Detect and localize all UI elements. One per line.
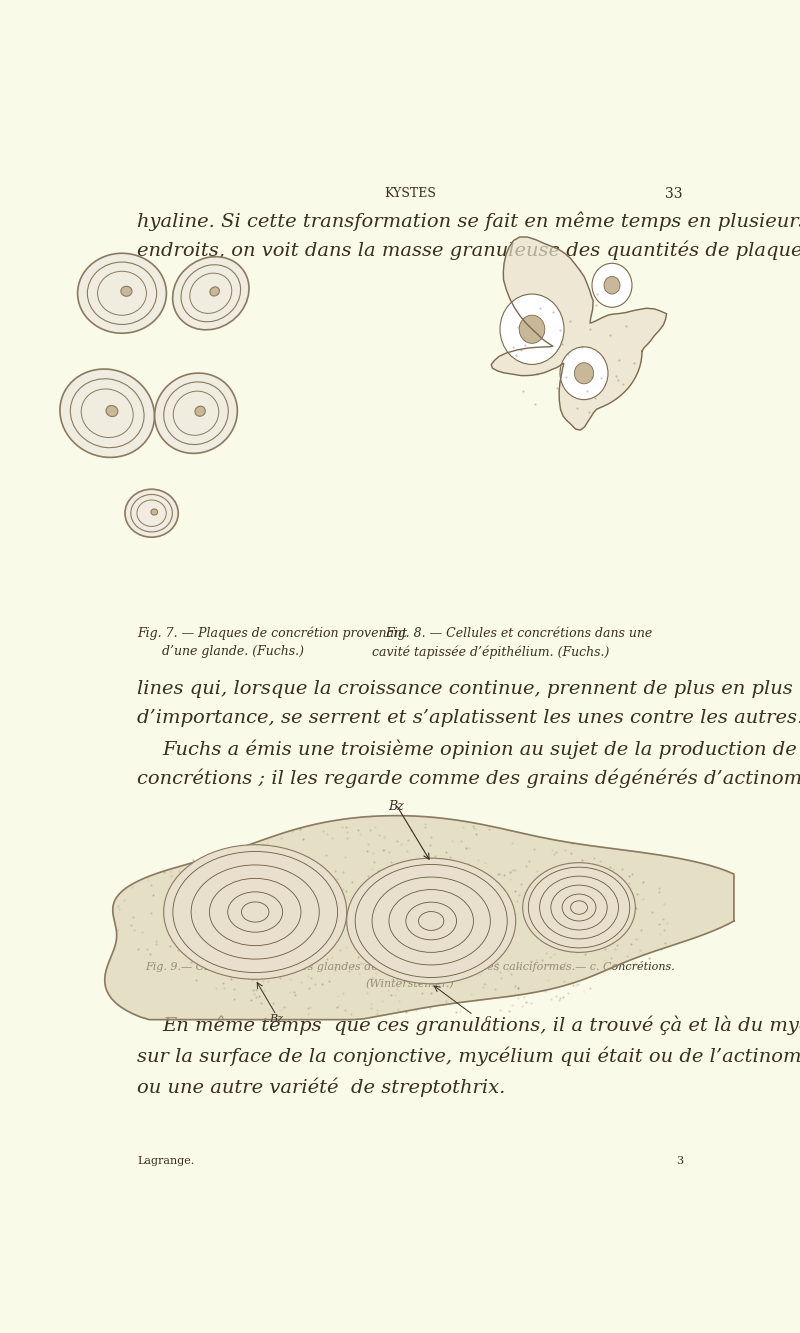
Ellipse shape [154, 373, 238, 453]
Text: ou une autre variété  de streptothrix.: ou une autre variété de streptothrix. [138, 1077, 506, 1097]
Ellipse shape [173, 257, 249, 329]
Ellipse shape [195, 407, 206, 416]
Text: Fuchs a émis une troisième opinion au sujet de la production de ces: Fuchs a émis une troisième opinion au su… [162, 740, 800, 760]
Polygon shape [105, 816, 734, 1020]
Ellipse shape [403, 900, 459, 942]
Text: Fig. 9.— Concrétions dans les glandes de Henle.— Bz. Cellules caliciformes.— c. : Fig. 9.— Concrétions dans les glandes de… [145, 961, 675, 972]
Circle shape [560, 347, 608, 400]
Text: 3: 3 [676, 1156, 682, 1166]
Ellipse shape [546, 881, 613, 934]
Text: d’une glande. (Fuchs.): d’une glande. (Fuchs.) [162, 645, 304, 659]
Text: 33: 33 [666, 187, 682, 201]
Ellipse shape [125, 489, 178, 537]
Text: sur la surface de la conjonctive, mycélium qui était ou de l’actinomycète: sur la surface de la conjonctive, mycéli… [138, 1046, 800, 1066]
Ellipse shape [557, 889, 602, 925]
Text: lines qui, lorsque la croissance continue, prennent de plus en plus: lines qui, lorsque la croissance continu… [138, 680, 793, 698]
Ellipse shape [179, 856, 331, 968]
Ellipse shape [568, 898, 590, 917]
Text: concrétions ; il les regarde comme des grains dégénérés d’actinomyces.: concrétions ; il les regarde comme des g… [138, 769, 800, 788]
Ellipse shape [106, 405, 118, 416]
Ellipse shape [389, 889, 474, 952]
Text: hyaline. Si cette transformation se fait en même temps en plusieurs: hyaline. Si cette transformation se fait… [138, 212, 800, 231]
Text: d’importance, se serrent et s’aplatissent les unes contre les autres.: d’importance, se serrent et s’aplatissen… [138, 709, 800, 726]
Ellipse shape [210, 287, 219, 296]
Text: Bz: Bz [388, 800, 404, 813]
Text: (Wintersteiner.): (Wintersteiner.) [366, 978, 454, 989]
Text: KYSTES: KYSTES [384, 187, 436, 200]
Ellipse shape [164, 845, 346, 980]
Ellipse shape [225, 889, 286, 934]
Ellipse shape [375, 880, 487, 962]
Circle shape [604, 276, 620, 295]
Ellipse shape [240, 901, 270, 924]
Ellipse shape [78, 253, 166, 333]
Text: Fig. 8. — Cellules et concrétions dans une: Fig. 8. — Cellules et concrétions dans u… [386, 627, 653, 640]
Text: cavité tapissée d’épithélium. (Fuchs.): cavité tapissée d’épithélium. (Fuchs.) [372, 645, 610, 659]
Circle shape [500, 295, 564, 364]
Ellipse shape [60, 369, 154, 457]
Text: c: c [484, 1014, 490, 1024]
Ellipse shape [346, 858, 516, 984]
Ellipse shape [522, 862, 635, 952]
Polygon shape [491, 237, 666, 431]
Ellipse shape [417, 910, 446, 932]
Text: Fig. 7. — Plaques de concrétion provenant: Fig. 7. — Plaques de concrétion provenan… [138, 627, 407, 640]
Ellipse shape [210, 878, 301, 945]
Ellipse shape [151, 509, 158, 515]
Text: Lagrange.: Lagrange. [138, 1156, 194, 1166]
Ellipse shape [121, 287, 132, 296]
Text: endroits, on voit dans la masse granuleuse des quantités de plaques hya-: endroits, on voit dans la masse granuleu… [138, 240, 800, 260]
Circle shape [592, 263, 632, 307]
Text: Bz: Bz [270, 1014, 283, 1024]
Ellipse shape [194, 868, 316, 957]
Ellipse shape [361, 869, 502, 973]
Text: En même temps  que ces granulations, il a trouvé çà et là du mycélium: En même temps que ces granulations, il a… [162, 1016, 800, 1036]
Circle shape [519, 315, 545, 344]
Circle shape [574, 363, 594, 384]
Ellipse shape [534, 872, 624, 944]
